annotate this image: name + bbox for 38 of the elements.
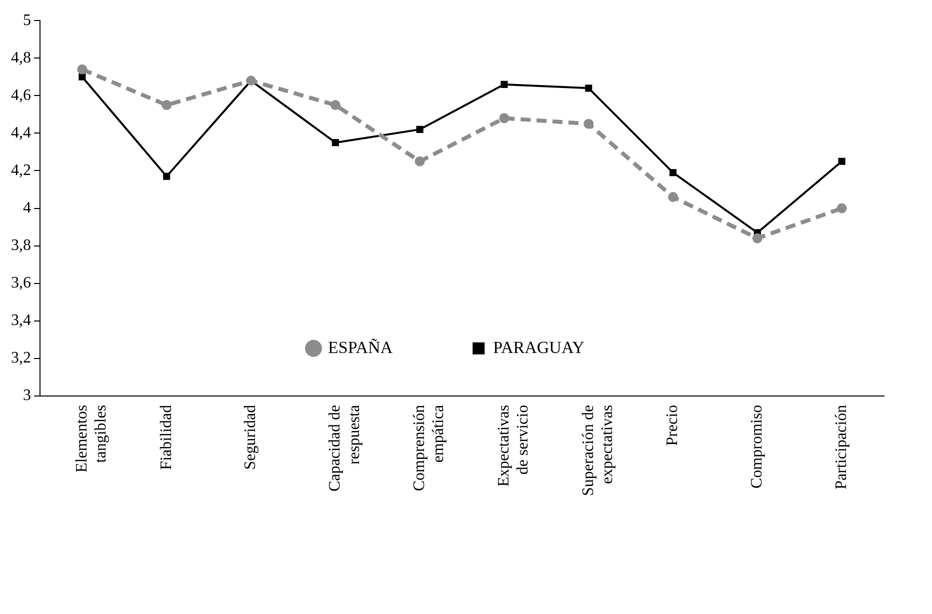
point	[584, 118, 594, 129]
point	[838, 158, 846, 165]
y-tick-label: 3,4	[11, 312, 31, 330]
point	[162, 100, 172, 110]
y-tick-label: 4,8	[11, 49, 31, 66]
x-tick-label: Capacidad de respuesta	[326, 404, 363, 492]
y-tick-label: 3,6	[11, 274, 31, 292]
point	[669, 169, 677, 176]
point	[668, 192, 678, 202]
point	[332, 139, 339, 146]
y-tick-label: 4,4	[11, 124, 31, 142]
x-tick-label: Compromiso	[748, 404, 766, 488]
y-tick-label: 3,8	[11, 236, 31, 254]
y-tick-label: 5	[23, 12, 31, 29]
point	[500, 80, 508, 88]
x-tick-label: Precio	[664, 404, 682, 446]
point	[836, 203, 847, 214]
point	[77, 64, 88, 74]
y-tick-label: 4,2	[11, 162, 31, 179]
y-tick-label: 3,2	[11, 350, 31, 367]
y-tick-label: 4	[23, 199, 31, 216]
y-tick-label: 3	[23, 387, 31, 404]
y-tick-label: 4,6	[11, 86, 31, 104]
point	[414, 156, 425, 166]
legend-label: PARAGUAY	[493, 338, 584, 357]
point	[752, 233, 762, 244]
x-tick-label: Seguridad	[242, 404, 260, 470]
x-tick-label: Participación	[833, 404, 850, 490]
x-tick-label: Elementos tangibles	[73, 404, 110, 472]
point	[163, 172, 170, 180]
point	[330, 100, 340, 110]
x-tick-label: Comprensión empática	[411, 404, 448, 492]
x-tick-label: Fiabilidad	[158, 404, 175, 470]
point	[78, 73, 86, 80]
point	[585, 84, 592, 92]
point	[416, 126, 424, 133]
legend-label: ESPAÑA	[328, 338, 394, 357]
point	[499, 113, 510, 124]
